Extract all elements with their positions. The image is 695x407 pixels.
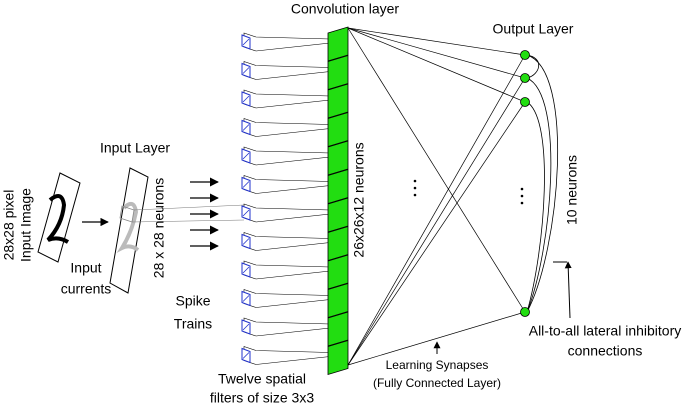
arrow [564,261,572,319]
filter-kernel-mark [242,152,250,160]
conv-map [327,339,349,376]
digit-neurons [116,201,140,253]
filter-funnel [243,61,331,80]
layout [37,26,572,376]
conv-map [327,83,349,119]
filter-funnel [243,118,331,137]
label: filters of size 3x3 [210,390,314,406]
title: Input Layer [100,140,170,156]
output-neuron [520,50,530,60]
output-neuron [520,73,530,83]
synapse [347,27,526,79]
filter-kernel-mark [242,181,250,188]
ellipsis [413,179,524,205]
filter-kernel-mark [242,238,250,245]
synapse [347,101,526,366]
filter-kernel-mark [242,95,250,103]
connections [347,27,526,366]
conv-map [327,26,349,62]
filter-funnel [243,232,331,251]
input-image [37,172,81,263]
label: Learning Synapses [386,358,489,372]
conv-map [327,140,349,176]
conv-map [327,282,349,319]
label: (Fully Connected Layer) [373,376,501,390]
filter-funnel [243,260,331,280]
label: connections [568,343,643,359]
label: 28x28 pixel [1,190,17,261]
lateral-arcs [526,54,559,313]
label: 28 x 28 neurons [151,178,167,278]
spike-arrows [190,177,219,251]
filter-kernel-mark [242,124,250,131]
synapse [347,54,526,366]
label: 26x26x12 neurons [351,142,367,257]
conv-map [327,168,349,205]
label: Input [70,260,101,276]
synapse [347,311,526,366]
synapse [347,27,526,313]
filter-kernel-mark [242,67,250,74]
output-neurons [520,50,530,317]
conv-map [327,254,349,290]
label: 10 neurons [564,155,580,225]
filter-funnel [243,203,331,223]
filters [131,26,349,376]
conv-map [327,225,349,262]
filter-kernel-mark [242,323,250,331]
conv-map [327,311,349,347]
filter-kernel-mark [242,295,250,302]
title: Output Layer [493,21,574,37]
filter-funnel [243,32,331,52]
filter-funnel [243,175,331,194]
label: All-to-all lateral inhibitory [529,323,682,339]
filter-funnel [243,317,331,337]
filter-kernel-mark [242,352,250,359]
filter-kernel-mark [242,266,250,274]
filter-funnel [243,89,331,109]
label: Trains [174,316,212,332]
title: Convolution layer [291,1,400,17]
filter-funnel [243,289,331,308]
digit [46,194,70,244]
output-neuron [520,97,530,107]
filter-funnel [243,146,331,166]
output-neuron [520,307,530,317]
label: Input Image [18,188,34,262]
conv-map [327,54,349,91]
synapse [347,77,526,366]
synapse [347,27,526,56]
receptive-link [133,204,245,211]
receptive-link [131,219,245,223]
conv-map [327,197,349,233]
filter-kernel-mark [242,209,250,217]
synapse [347,27,526,103]
label: Twelve spatial [218,371,306,387]
label: currents [61,281,112,297]
filter-funnel [243,346,331,365]
label: Spike [175,293,210,309]
conv-map [327,111,349,148]
filter-kernel-mark [242,38,250,46]
